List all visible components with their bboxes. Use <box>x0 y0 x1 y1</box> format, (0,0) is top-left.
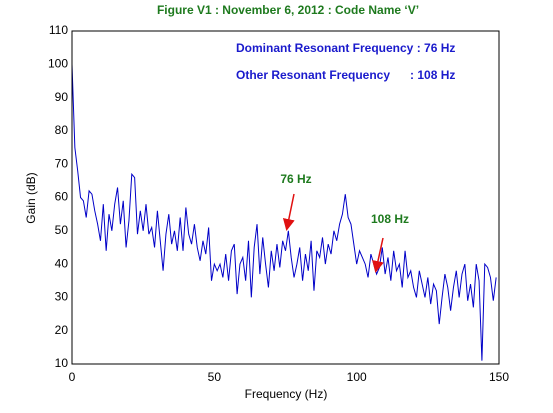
y-tick-label: 70 <box>55 156 69 170</box>
annotation-arrow <box>282 193 295 231</box>
y-tick-label: 80 <box>55 123 69 137</box>
annotation: 76 Hz <box>280 172 311 186</box>
x-tick-label: 150 <box>489 370 509 384</box>
data-line <box>71 64 497 361</box>
y-axis-label: Gain (dB) <box>24 172 38 223</box>
x-axis-label: Frequency (Hz) <box>245 387 328 401</box>
y-tick-label: 60 <box>55 190 69 204</box>
y-tick-label: 30 <box>55 290 69 304</box>
y-tick-label: 20 <box>55 323 69 337</box>
note: Other Resonant Frequency : 108 Hz <box>236 68 455 82</box>
annotation-arrow <box>372 237 384 273</box>
y-tick-label: 90 <box>55 90 69 104</box>
y-tick-label: 100 <box>48 56 68 70</box>
note: Dominant Resonant Frequency : 76 Hz <box>236 41 455 55</box>
y-tick-label: 40 <box>55 256 69 270</box>
plot-frame <box>71 30 500 365</box>
y-tick-label: 10 <box>55 356 69 370</box>
y-tick-label: 50 <box>55 223 69 237</box>
x-tick-label: 50 <box>208 370 222 384</box>
y-tick-label: 110 <box>49 23 68 37</box>
annotation: 108 Hz <box>371 212 409 226</box>
plot-area <box>72 31 499 364</box>
chart-title: Figure V1 : November 6, 2012 : Code Name… <box>157 3 419 17</box>
x-tick-label: 0 <box>69 370 76 384</box>
x-tick-label: 100 <box>347 370 367 384</box>
